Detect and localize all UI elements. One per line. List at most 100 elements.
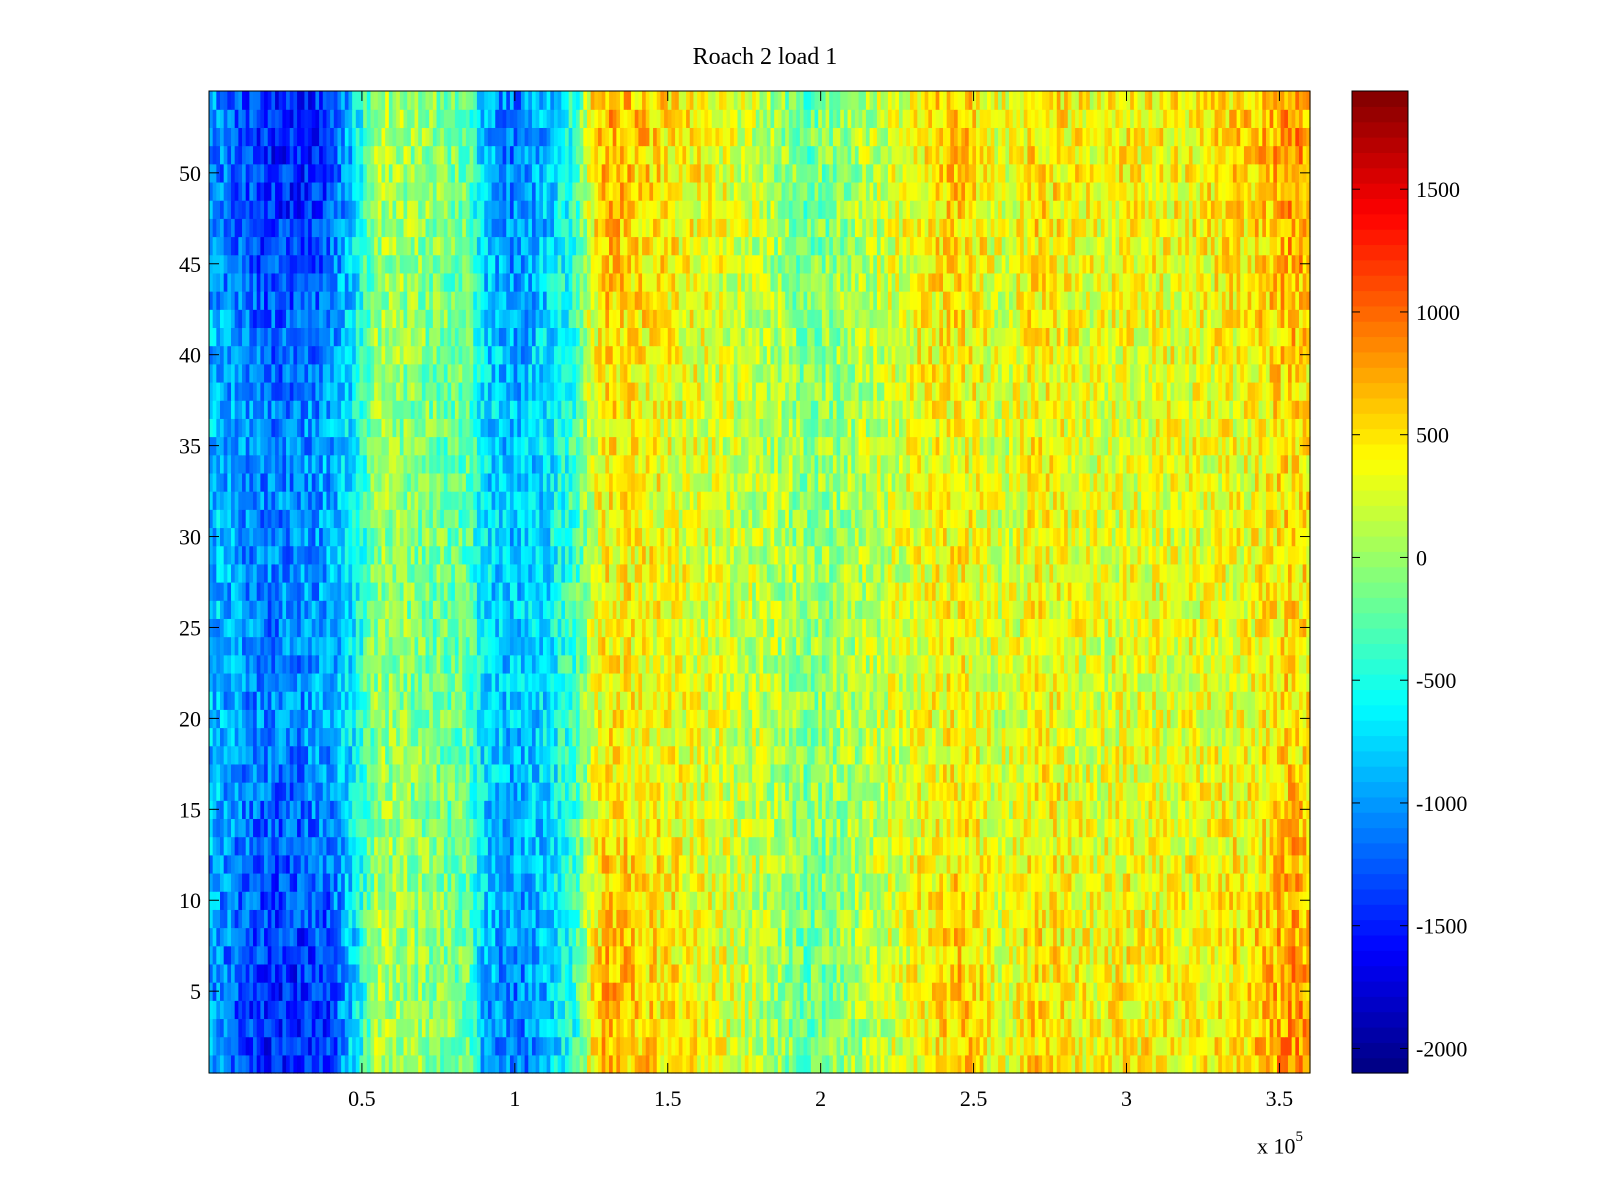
heatmap-cell xyxy=(513,963,518,983)
heatmap-cell xyxy=(315,763,320,783)
heatmap-cell xyxy=(476,800,482,820)
heatmap-cell xyxy=(1086,891,1091,910)
heatmap-cell xyxy=(1181,927,1186,947)
heatmap-cell xyxy=(286,909,291,929)
heatmap-cell xyxy=(370,945,375,965)
heatmap-cell xyxy=(634,963,639,983)
heatmap-cell xyxy=(612,763,617,783)
heatmap-cell xyxy=(557,909,562,929)
heatmap-cell xyxy=(722,909,728,929)
heatmap-cell xyxy=(686,836,691,856)
heatmap-cell xyxy=(531,872,537,892)
heatmap-cell xyxy=(223,800,228,820)
heatmap-cell xyxy=(539,1018,544,1038)
heatmap-cell xyxy=(763,963,768,983)
heatmap-cell xyxy=(961,854,966,874)
heatmap-cell xyxy=(1232,963,1238,983)
heatmap-cell xyxy=(814,800,819,820)
heatmap-cell xyxy=(920,872,926,892)
heatmap-cell xyxy=(667,963,673,983)
heatmap-cell xyxy=(994,782,999,801)
heatmap-cell xyxy=(293,927,298,947)
heatmap-cell xyxy=(645,1036,650,1056)
heatmap-cell xyxy=(748,891,753,910)
heatmap-cell xyxy=(1060,836,1065,856)
heatmap-cell xyxy=(238,782,243,801)
heatmap-cell xyxy=(1049,818,1054,838)
heatmap-cell xyxy=(1133,945,1139,965)
heatmap-cell xyxy=(1104,909,1109,929)
heatmap-cell xyxy=(700,963,706,983)
heatmap-cell xyxy=(1207,963,1212,983)
heatmap-cell xyxy=(297,782,302,801)
heatmap-cell xyxy=(1188,818,1194,838)
heatmap-cell xyxy=(322,1018,328,1038)
heatmap-cell xyxy=(403,1036,408,1056)
heatmap-cell xyxy=(267,909,272,929)
heatmap-cell xyxy=(627,1036,632,1056)
heatmap-cell xyxy=(1097,927,1102,947)
heatmap-cell xyxy=(807,1018,812,1038)
heatmap-cell xyxy=(524,927,529,947)
heatmap-cell xyxy=(421,1000,427,1020)
heatmap-cell xyxy=(976,800,981,820)
heatmap-cell xyxy=(1258,963,1263,983)
heatmap-cell xyxy=(366,1054,372,1074)
heatmap-cell xyxy=(447,872,452,892)
heatmap-cell xyxy=(943,982,948,1001)
heatmap-cell xyxy=(572,963,577,983)
heatmap-cell xyxy=(454,1036,460,1056)
heatmap-cell xyxy=(344,1000,350,1020)
heatmap-cell xyxy=(664,945,669,965)
heatmap-cell xyxy=(987,982,992,1001)
heatmap-cell xyxy=(634,945,639,965)
heatmap-cell xyxy=(664,963,669,983)
heatmap-cell xyxy=(1276,818,1282,838)
heatmap-cell xyxy=(352,963,357,983)
heatmap-cell xyxy=(520,800,526,820)
heatmap-cell xyxy=(601,927,606,947)
heatmap-cell xyxy=(1262,909,1267,929)
heatmap-cell xyxy=(880,909,885,929)
heatmap-cell xyxy=(1155,982,1161,1001)
heatmap-cell xyxy=(451,836,456,856)
heatmap-cell xyxy=(399,909,405,929)
heatmap-cell xyxy=(315,1054,320,1074)
heatmap-cell xyxy=(836,891,841,910)
heatmap-cell xyxy=(1133,982,1139,1001)
heatmap-cell xyxy=(1038,782,1043,801)
heatmap-cell xyxy=(851,818,856,838)
heatmap-cell xyxy=(1298,782,1304,801)
heatmap-cell xyxy=(557,782,562,801)
heatmap-cell xyxy=(1130,891,1135,910)
heatmap-cell xyxy=(1126,800,1131,820)
heatmap-cell xyxy=(546,1018,551,1038)
heatmap-cell xyxy=(234,872,239,892)
heatmap-cell xyxy=(1163,927,1168,947)
heatmap-cell xyxy=(220,891,225,910)
heatmap-cell xyxy=(1148,982,1153,1001)
heatmap-cell xyxy=(961,963,966,983)
heatmap-cell xyxy=(289,909,295,929)
heatmap-cell xyxy=(1152,891,1157,910)
heatmap-cell xyxy=(785,963,790,983)
heatmap-cell xyxy=(370,909,375,929)
heatmap-cell xyxy=(557,800,562,820)
heatmap-cell xyxy=(1254,1000,1260,1020)
heatmap-cell xyxy=(344,909,350,929)
heatmap-cell xyxy=(708,1036,713,1056)
heatmap-cell xyxy=(278,927,283,947)
heatmap-cell xyxy=(539,800,544,820)
heatmap-cell xyxy=(289,1000,295,1020)
heatmap-cell xyxy=(711,854,717,874)
heatmap-cell xyxy=(487,1054,493,1074)
heatmap-cell xyxy=(649,800,654,820)
heatmap-cell xyxy=(348,836,353,856)
heatmap-cell xyxy=(741,872,746,892)
heatmap-cell xyxy=(1298,836,1304,856)
heatmap-cell xyxy=(495,891,500,910)
heatmap-cell xyxy=(330,982,335,1001)
heatmap-cell xyxy=(271,927,276,947)
heatmap-cell xyxy=(1240,909,1245,929)
heatmap-cell xyxy=(443,1018,449,1038)
